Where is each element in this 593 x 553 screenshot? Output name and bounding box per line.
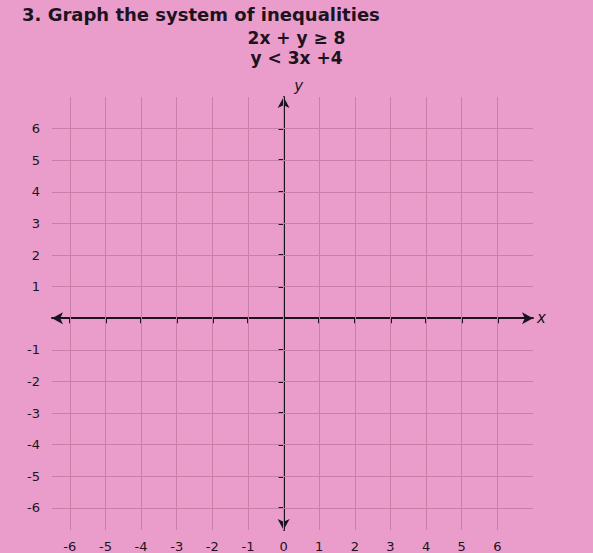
svg-text:5: 5 <box>32 153 40 168</box>
svg-text:-5: -5 <box>27 469 40 484</box>
svg-text:-1: -1 <box>27 342 40 357</box>
svg-text:1: 1 <box>32 279 40 294</box>
svg-text:3: 3 <box>386 539 394 553</box>
html-text:y < 3x +4: y < 3x +4 <box>250 48 343 68</box>
svg-text:-2: -2 <box>206 539 219 553</box>
svg-text:0: 0 <box>279 539 287 553</box>
html-text:2x + y ≥ 8: 2x + y ≥ 8 <box>247 28 346 48</box>
svg-text:2: 2 <box>32 248 40 263</box>
svg-text:4: 4 <box>32 184 40 199</box>
svg-text:-2: -2 <box>27 374 40 389</box>
svg-text:6: 6 <box>493 539 501 553</box>
svg-text:5: 5 <box>458 539 466 553</box>
svg-text:3: 3 <box>32 216 40 231</box>
svg-text:1: 1 <box>315 539 323 553</box>
svg-text:x: x <box>536 309 546 327</box>
svg-text:-1: -1 <box>241 539 254 553</box>
html-text:3. Graph the system of inequal: 3. Graph the system of inequalities <box>22 4 380 25</box>
svg-text:-6: -6 <box>27 500 40 515</box>
svg-text:-4: -4 <box>27 437 40 452</box>
svg-text:-6: -6 <box>63 539 76 553</box>
svg-text:4: 4 <box>422 539 430 553</box>
svg-text:6: 6 <box>32 121 40 136</box>
svg-text:2: 2 <box>351 539 359 553</box>
svg-text:-4: -4 <box>135 539 148 553</box>
svg-text:y: y <box>293 77 304 95</box>
svg-text:-3: -3 <box>170 539 183 553</box>
svg-text:-3: -3 <box>27 406 40 421</box>
svg-text:-5: -5 <box>99 539 112 553</box>
